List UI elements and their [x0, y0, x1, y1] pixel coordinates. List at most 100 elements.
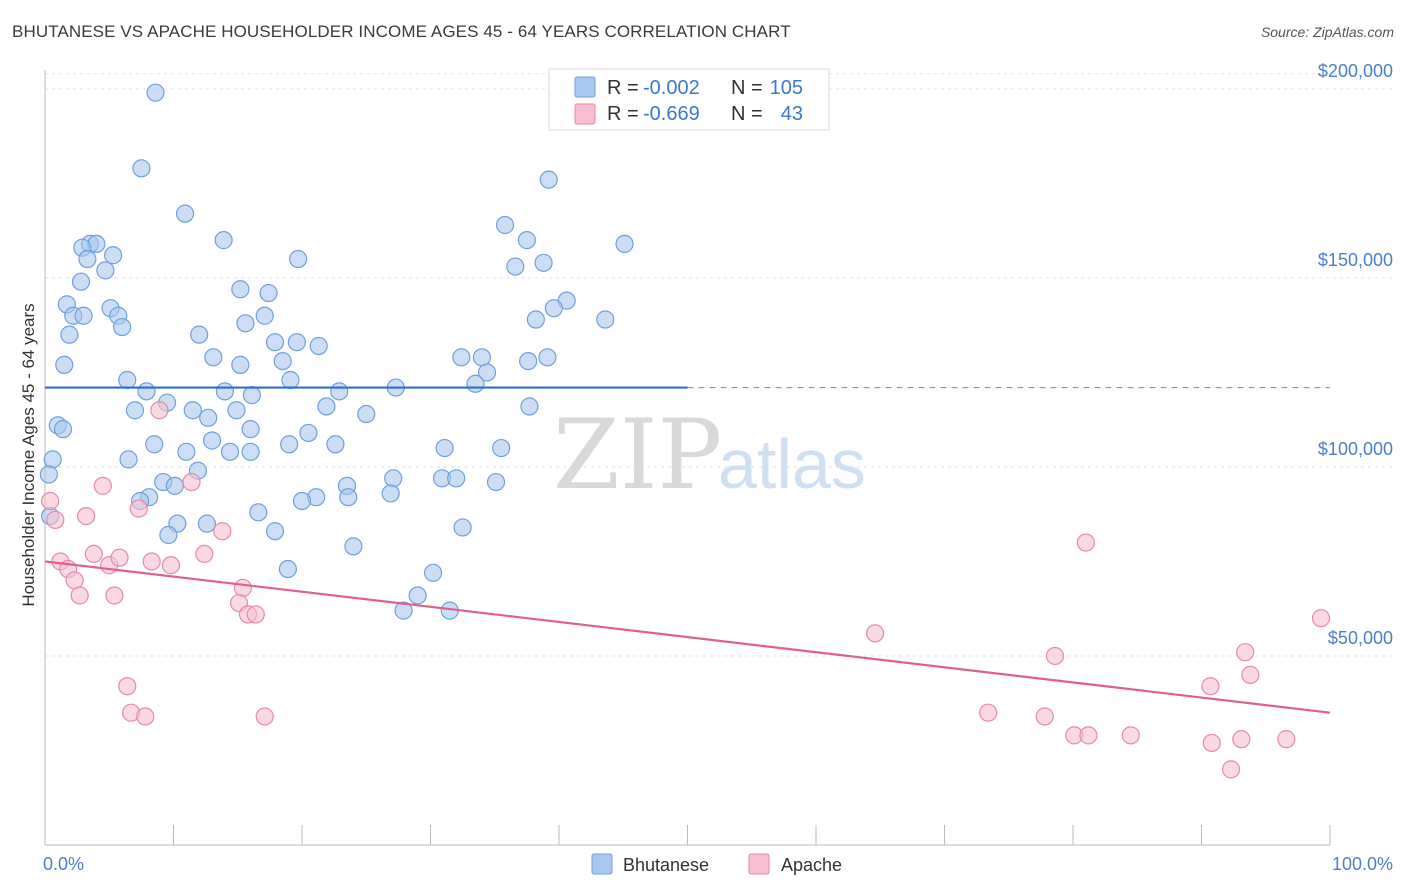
bottom-legend-swatch-bhutanese: [591, 853, 613, 875]
point-bhutanese: [197, 514, 217, 533]
point-bhutanese: [384, 469, 403, 488]
legend: R = -0.002 N = 105 R = -0.669 N = 43: [548, 68, 830, 131]
bottom-legend-label-apache: Apache: [781, 855, 842, 875]
point-bhutanese: [214, 231, 233, 250]
point-apache: [1121, 726, 1140, 745]
point-bhutanese: [344, 537, 363, 556]
point-bhutanese: [241, 442, 260, 461]
point-apache: [1221, 760, 1241, 779]
point-bhutanese: [241, 420, 260, 439]
point-bhutanese: [227, 401, 246, 420]
point-bhutanese: [520, 397, 539, 416]
point-apache: [182, 472, 201, 492]
point-bhutanese: [394, 601, 413, 620]
bottom-legend-swatch-apache: [748, 853, 770, 875]
point-bhutanese: [287, 333, 306, 352]
point-bhutanese: [175, 204, 195, 223]
point-apache: [195, 544, 214, 564]
point-bhutanese: [55, 355, 74, 374]
point-bhutanese: [255, 306, 274, 325]
point-bhutanese: [526, 310, 545, 329]
point-apache: [979, 703, 998, 722]
point-apache: [1232, 730, 1251, 749]
point-bhutanese: [165, 476, 184, 495]
point-bhutanese: [215, 382, 234, 401]
point-bhutanese: [472, 348, 491, 367]
point-bhutanese: [477, 363, 497, 382]
legend-r-value-apache: -0.669: [643, 103, 700, 125]
point-bhutanese: [39, 465, 58, 484]
point-bhutanese: [492, 438, 511, 458]
point-bhutanese: [357, 404, 376, 424]
point-bhutanese: [615, 234, 634, 254]
point-bhutanese: [466, 374, 485, 393]
point-bhutanese: [74, 306, 93, 325]
point-bhutanese: [273, 351, 292, 371]
point-apache: [1202, 733, 1221, 753]
y-tick-label: $200,000: [1318, 61, 1393, 81]
legend-swatch-bhutanese: [574, 76, 596, 98]
legend-n-label-bhutanese: N =: [731, 77, 763, 99]
point-bhutanese: [104, 246, 123, 265]
point-bhutanese: [249, 503, 268, 522]
point-bhutanese: [495, 215, 515, 235]
point-bhutanese: [190, 325, 209, 344]
point-bhutanese: [159, 525, 178, 545]
point-bhutanese: [596, 310, 615, 329]
point-apache: [1236, 643, 1255, 662]
point-apache: [129, 499, 148, 518]
point-apache: [1277, 730, 1296, 749]
point-bhutanese: [280, 435, 299, 454]
point-apache: [65, 571, 84, 590]
chart-source: Source: ZipAtlas.com: [1260, 24, 1394, 40]
point-bhutanese: [71, 272, 91, 291]
point-bhutanese: [119, 450, 138, 469]
point-bhutanese: [137, 382, 156, 401]
point-bhutanese: [423, 563, 443, 582]
bottom-legend: Bhutanese Apache: [591, 853, 842, 875]
legend-r-value-bhutanese: -0.002: [643, 77, 700, 99]
point-apache: [136, 707, 155, 726]
point-bhutanese: [309, 336, 328, 356]
point-apache: [118, 677, 137, 696]
point-apache: [213, 522, 232, 541]
point-apache: [150, 401, 169, 420]
watermark-atlas: atlas: [718, 425, 866, 503]
point-apache: [1311, 609, 1331, 628]
y-tick-label: $100,000: [1318, 439, 1393, 459]
point-apache: [70, 586, 89, 605]
point-bhutanese: [118, 370, 137, 390]
point-bhutanese: [177, 442, 196, 461]
point-bhutanese: [236, 314, 255, 333]
point-apache: [1079, 726, 1098, 745]
point-bhutanese: [265, 333, 285, 352]
point-bhutanese: [259, 283, 278, 303]
point-bhutanese: [289, 249, 308, 269]
point-apache: [246, 605, 265, 624]
point-apache: [866, 624, 885, 643]
legend-n-label-apache: N =: [731, 103, 763, 125]
point-bhutanese: [339, 488, 358, 507]
point-bhutanese: [53, 420, 73, 439]
point-bhutanese: [317, 397, 336, 416]
point-bhutanese: [544, 299, 563, 318]
point-bhutanese: [486, 472, 506, 492]
point-bhutanese: [183, 401, 202, 420]
chart-title: BHUTANESE VS APACHE HOUSEHOLDER INCOME A…: [12, 22, 791, 41]
point-bhutanese: [220, 442, 240, 461]
point-apache: [110, 548, 129, 567]
watermark-zip: ZIP: [553, 399, 722, 511]
point-bhutanese: [452, 348, 471, 367]
legend-swatch-apache: [574, 103, 596, 125]
x-tick-label: 100.0%: [1332, 854, 1393, 874]
point-apache: [77, 506, 96, 526]
trend-lines: [44, 386, 1331, 714]
y-tick-label: $150,000: [1318, 250, 1393, 270]
legend-n-value-bhutanese: 105: [770, 77, 803, 99]
point-apache: [255, 707, 274, 726]
point-bhutanese: [125, 401, 145, 420]
point-apache: [1241, 665, 1260, 684]
legend-r-label-bhutanese: R =: [607, 77, 639, 99]
point-bhutanese: [453, 518, 472, 537]
